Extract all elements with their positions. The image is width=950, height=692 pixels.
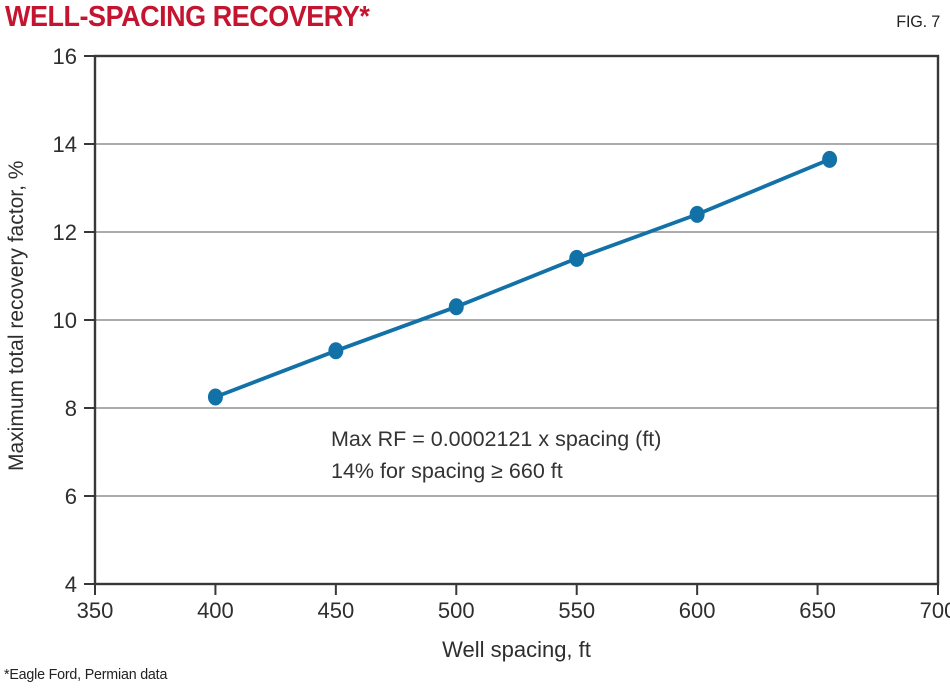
x-tick-label: 500	[438, 598, 475, 623]
x-tick-label: 600	[679, 598, 716, 623]
annotation-condition: 14% for spacing ≥ 660 ft	[331, 459, 563, 483]
x-tick-label: 700	[920, 598, 950, 623]
data-point	[207, 388, 223, 406]
y-tick-label: 4	[65, 572, 77, 597]
data-point	[689, 205, 705, 223]
y-axis-title: Maximum total recovery factor, %	[5, 160, 28, 471]
data-point	[448, 298, 464, 316]
x-tick-label: 650	[799, 598, 836, 623]
y-tick-label: 10	[53, 308, 77, 333]
data-point	[569, 249, 585, 267]
y-tick-label: 14	[53, 132, 77, 157]
chart-title: WELL-SPACING RECOVERY*	[5, 1, 370, 33]
data-point	[328, 342, 344, 360]
annotation-formula: Max RF = 0.0002121 x spacing (ft)	[331, 427, 661, 451]
x-tick-label: 400	[197, 598, 234, 623]
footnote: *Eagle Ford, Permian data	[4, 666, 168, 683]
x-tick-label: 450	[317, 598, 354, 623]
y-tick-label: 8	[65, 396, 77, 421]
series-line	[214, 157, 831, 399]
x-axis-title: Well spacing, ft	[442, 637, 591, 662]
y-tick-label: 12	[53, 220, 77, 245]
y-tick-label: 6	[65, 484, 77, 509]
x-tick-label: 550	[558, 598, 595, 623]
y-tick-label: 16	[53, 44, 77, 69]
x-tick-label: 350	[77, 598, 114, 623]
figure-number: FIG. 7	[896, 12, 940, 31]
data-point	[822, 150, 838, 168]
